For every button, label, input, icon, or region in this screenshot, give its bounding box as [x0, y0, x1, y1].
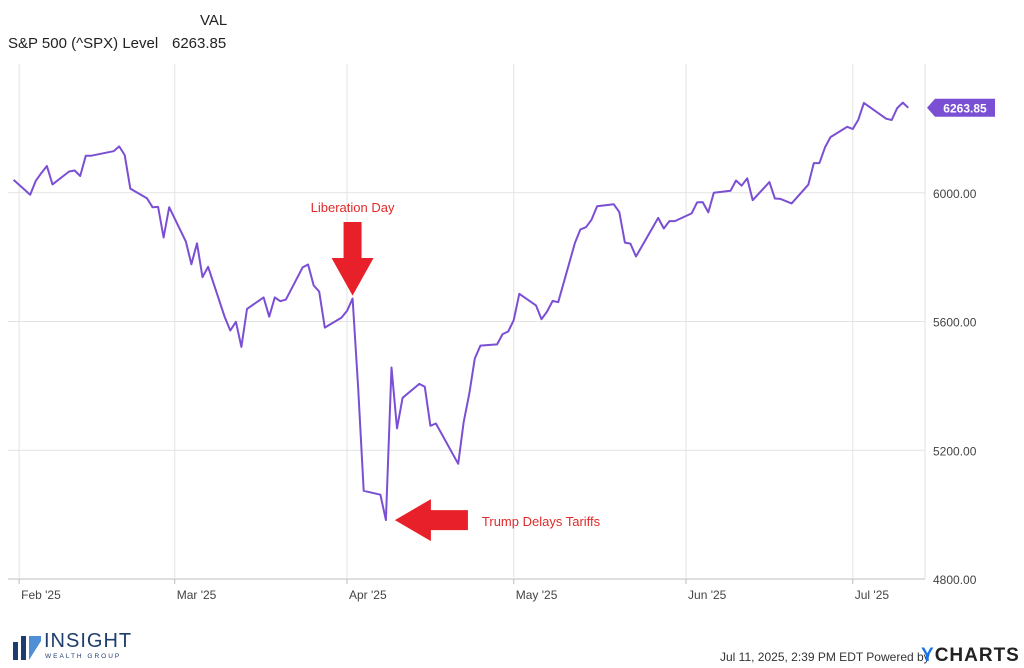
annotation-layer: Liberation Day Trump Delays Tariffs	[311, 200, 601, 542]
last-value-label: 6263.85	[943, 101, 987, 115]
annotation-liberation-day: Liberation Day	[311, 200, 395, 215]
line-chart: Feb '25 Mar '25 Apr '25 May '25 Jun '25 Jul '…	[8, 64, 995, 602]
x-tick-label: Apr '25	[349, 588, 387, 602]
arrow-left-icon	[394, 499, 468, 542]
y-axis: 4800.00 5200.00 5600.00 6000.00 6263.85	[927, 98, 995, 587]
legend-series-label: S&P 500 (^SPX) Level	[8, 35, 159, 52]
series-layer	[12, 101, 909, 522]
x-tick-label: Feb '25	[21, 588, 61, 602]
y-tick-label: 5200.00	[933, 444, 977, 458]
y-tick-label: 6000.00	[933, 187, 977, 201]
x-tick-label: May '25	[516, 588, 558, 602]
logo-subtitle: WEALTH GROUP	[45, 653, 122, 660]
arrow-down-icon	[331, 222, 374, 296]
ycharts-brand-y: Y	[921, 645, 935, 666]
y-tick-label: 4800.00	[933, 573, 977, 587]
series-line	[12, 101, 909, 522]
last-value-tag	[927, 98, 995, 117]
y-tick-label: 5600.00	[933, 316, 977, 330]
x-tick-label: Mar '25	[177, 588, 217, 602]
ycharts-brand: YCHARTS	[921, 645, 1020, 667]
chart-grid	[8, 64, 926, 580]
annotation-trump-delays-tariffs: Trump Delays Tariffs	[482, 514, 601, 529]
legend-column-header: VAL	[200, 12, 228, 29]
x-tick-label: Jun '25	[688, 588, 727, 602]
logo-name: INSIGHT	[44, 630, 133, 652]
legend-series-value: 6263.85	[172, 35, 227, 52]
ycharts-brand-rest: CHARTS	[934, 645, 1020, 666]
x-tick-label: Jul '25	[855, 588, 890, 602]
insight-logo: INSIGHT WEALTH GROUP	[12, 630, 142, 666]
footer-timestamp: Jul 11, 2025, 2:39 PM EDT Powered by	[720, 650, 930, 664]
x-axis: Feb '25 Mar '25 Apr '25 May '25 Jun '25 Jul '…	[18, 579, 890, 602]
insight-logo-mark	[13, 636, 41, 660]
